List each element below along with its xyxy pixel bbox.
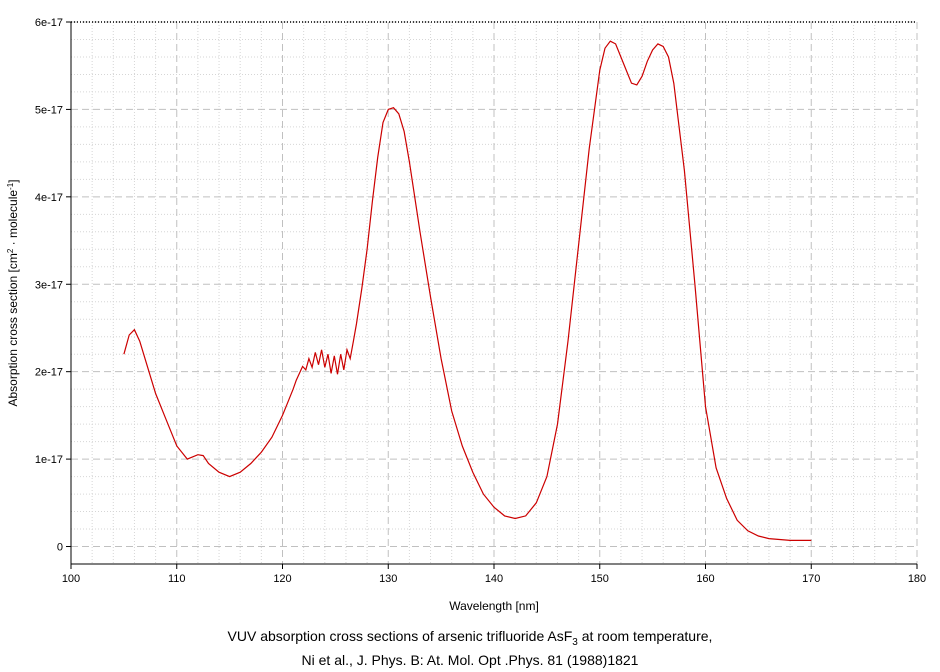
x-ticks: 100 110 120 130 140 150 160 170 180: [62, 564, 926, 585]
x-tick-label: 100: [62, 573, 80, 585]
x-tick-label: 130: [379, 573, 397, 585]
y-tick-label: 1e-17: [35, 454, 63, 466]
x-tick-label: 120: [273, 573, 291, 585]
x-tick-label: 140: [485, 573, 503, 585]
y-tick-label: 4e-17: [35, 192, 63, 204]
y-tick-label: 2e-17: [35, 367, 63, 379]
caption-line-1: VUV absorption cross sections of arsenic…: [227, 628, 713, 648]
series-line: [123, 40, 812, 541]
x-tick-label: 150: [591, 573, 609, 585]
y-axis-title: Absorption cross section [cm2 · molecule…: [6, 179, 21, 406]
y-ticks: 0 1e-17 2e-17 3e-17 4e-17 5e-17 6e-17: [35, 17, 71, 554]
x-tick-label: 170: [802, 573, 820, 585]
y-tick-label: 5e-17: [35, 104, 63, 116]
caption-line-2: Ni et al., J. Phys. B: At. Mol. Opt .Phy…: [301, 652, 639, 668]
x-tick-label: 180: [908, 573, 926, 585]
y-tick-label: 3e-17: [35, 279, 63, 291]
x-tick-label: 110: [168, 573, 186, 585]
x-tick-label: 160: [696, 573, 714, 585]
y-tick-label: 6e-17: [35, 17, 63, 29]
x-axis-title: Wavelength [nm]: [449, 599, 539, 613]
y-tick-label: 0: [57, 542, 63, 554]
